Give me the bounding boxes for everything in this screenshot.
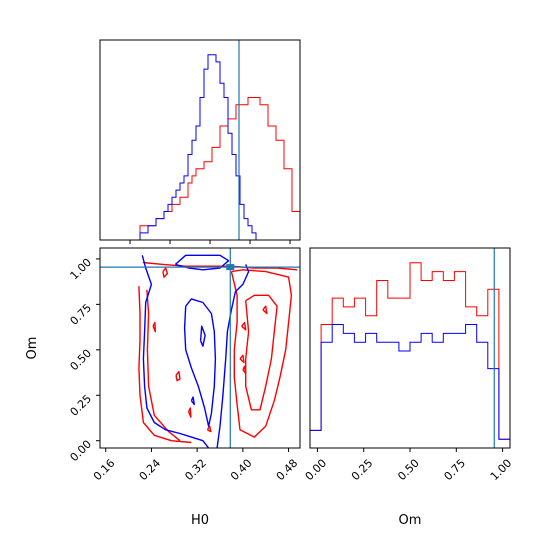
h0-xtick-label-4: 0.48 <box>274 457 301 484</box>
om-xtick-label-4: 1.00 <box>488 457 515 484</box>
om-ytick-label-3: 0.75 <box>68 301 95 328</box>
contour-red-9 <box>206 425 212 433</box>
contour-red-6 <box>152 321 157 333</box>
truth-marker <box>226 264 235 271</box>
om-x-axis-label: Om <box>399 513 422 528</box>
h0-xtick-label-1: 0.24 <box>137 457 164 484</box>
contour-red-10 <box>241 321 247 331</box>
contour-red-4 <box>245 294 278 411</box>
contour-blue-2 <box>174 254 230 271</box>
contour-blue-5 <box>190 396 195 406</box>
contour-red-12 <box>242 365 247 375</box>
om-xtick-label-2: 0.50 <box>395 457 422 484</box>
h0-axis-label: H0 <box>191 513 209 528</box>
h0-hist-red <box>100 97 300 241</box>
h0-xtick-label-0: 0.16 <box>91 457 118 484</box>
om-xtick-label-1: 0.25 <box>349 457 376 484</box>
contour-red-7 <box>175 370 181 382</box>
contour-red-8 <box>187 407 192 418</box>
om-ytick-label-0: 0.00 <box>68 438 95 465</box>
h0-hist-frame <box>99 39 301 241</box>
om-y-axis-label: Om <box>25 337 40 360</box>
contour-red-11 <box>239 354 245 364</box>
contour-red-3 <box>230 269 293 438</box>
h0-hist-blue <box>100 54 300 241</box>
om-xtick-label-3: 0.75 <box>442 457 469 484</box>
contour-red-13 <box>262 305 268 315</box>
om-ytick-label-2: 0.50 <box>68 347 95 374</box>
contour-red-1 <box>138 286 192 444</box>
om-hist-blue <box>310 324 510 440</box>
contour-blue-3 <box>183 298 217 427</box>
h0-xtick-label-2: 0.32 <box>182 457 209 484</box>
contour-blue-0 <box>141 255 210 448</box>
contour-blue-1 <box>216 264 250 448</box>
om-xtick-label-0: 0.00 <box>303 457 330 484</box>
contour-frame <box>99 247 301 449</box>
contour-blue-4 <box>199 325 206 347</box>
contour-red-2 <box>146 289 181 442</box>
contour-red-0 <box>142 261 298 271</box>
om-ytick-label-1: 0.25 <box>68 392 95 419</box>
om-hist-red <box>310 262 510 440</box>
h0-xtick-label-3: 0.40 <box>228 457 255 484</box>
contour-red-5 <box>162 267 169 278</box>
om-ytick-label-4: 1.00 <box>68 256 95 283</box>
